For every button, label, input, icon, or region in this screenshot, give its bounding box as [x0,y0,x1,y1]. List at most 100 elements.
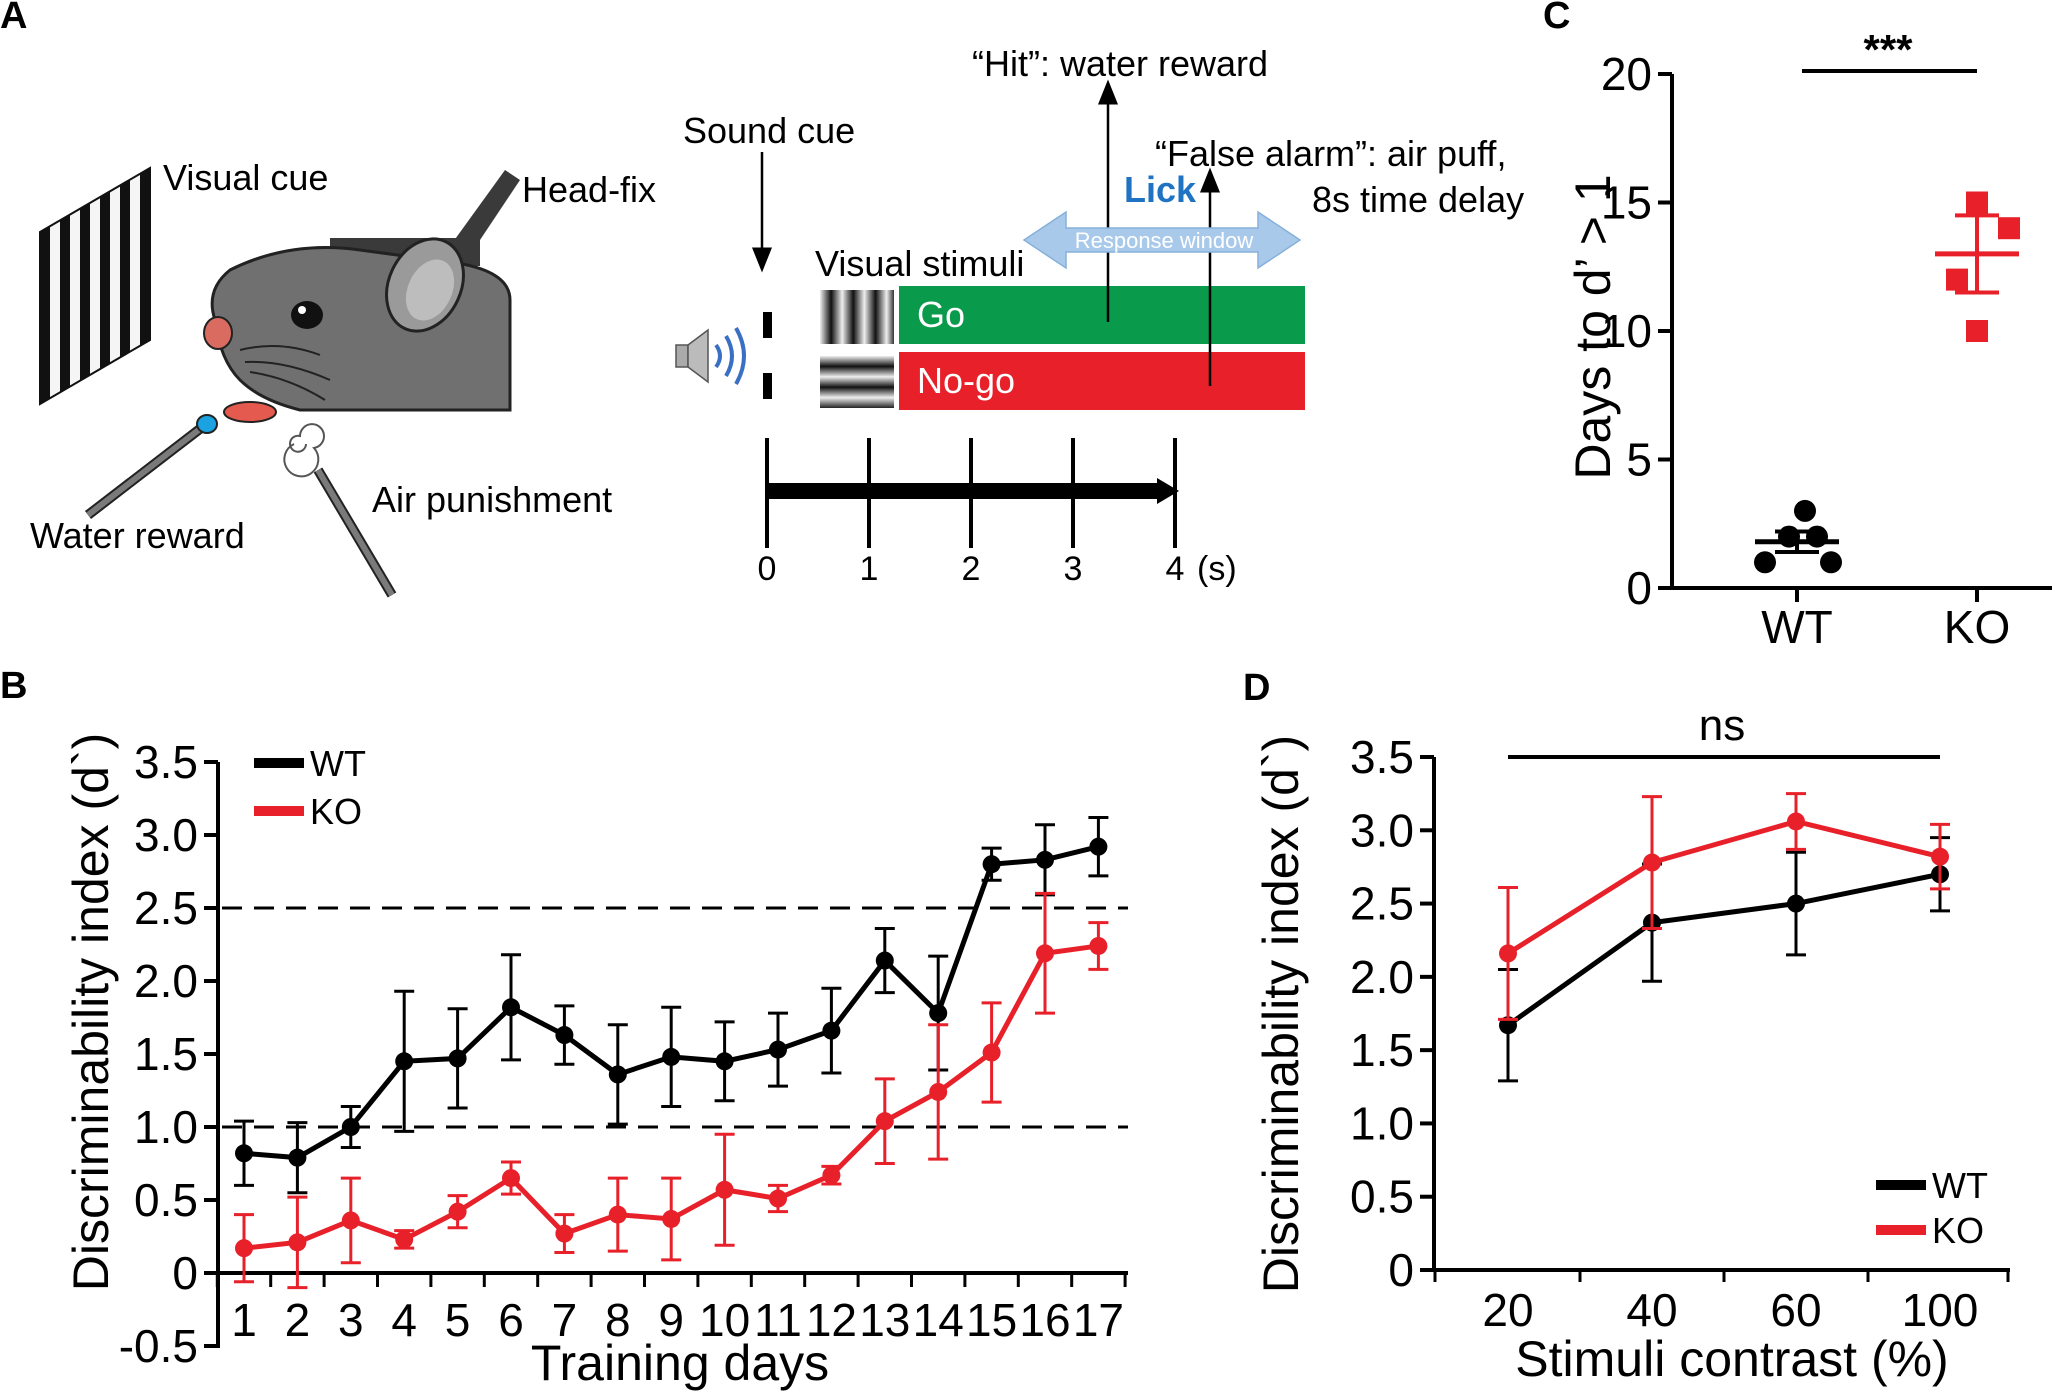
timeline-tick-label: 4 [1166,550,1185,588]
panel-c: C 0 5 10 15 20 WT KO Days to d’ > 1 *** [1543,0,2052,653]
chart-d-wt-line [1506,871,1941,1028]
chart-b-wt-point [1036,850,1054,869]
chart-b-ytick-label: -0.5 [119,1320,198,1372]
chart-b-xtick-label: 1 [231,1294,257,1346]
nogo-bar [899,352,1305,410]
chart-d-xtick-label: 100 [1902,1284,1979,1336]
chart-b: -0.500.51.01.52.02.53.03.51 2 3 4 5 6 7 8 9 10 11 1… [119,736,1128,1372]
chart-b-xtick-label: 11 [754,1294,802,1346]
chart-b-wt-point [769,1040,787,1059]
air-punishment-label: Air punishment [372,479,612,520]
sound-pulse-1 [763,312,772,338]
legend-b-wt-swatch [254,758,304,768]
chart-b-wt-point [875,951,894,970]
water-spout-icon [84,414,218,519]
chart-d-ytick-label: 0 [1388,1244,1414,1296]
chart-b-wt-point [929,1004,948,1023]
timeline-tick-label: 0 [758,550,777,588]
speaker-icon [675,327,746,385]
chart-c-ylabel: Days to d’ > 1 [1565,174,1621,479]
chart-b-wt-point [235,1144,253,1163]
chart-b-ko-point [1036,944,1054,963]
chart-c-ko-point [1966,191,1988,214]
chart-b-ko-point [395,1230,414,1249]
chart-b-ko-point [982,1043,1001,1062]
chart-b-ko-point [555,1224,574,1243]
chart-b-ko-point [1089,936,1108,955]
chart-b-ytick-label: 1.0 [134,1101,198,1153]
chart-b-ko-point [769,1189,787,1208]
chart-d-ytick-label: 1.5 [1350,1024,1414,1076]
chart-b-wt-point [608,1065,627,1084]
panel-label-a: A [0,0,27,37]
hit-label: “Hit”: water reward [972,43,1268,84]
chart-b-ko-point [235,1239,253,1258]
chart-b-wt-point [715,1052,734,1071]
panel-d: D 0 0.5 1.0 1.5 2.0 2.5 3.0 3.5 20 40 60 100 Stimul… [1243,667,2010,1387]
go-bar [899,286,1305,344]
chart-b-wt-point [341,1118,360,1136]
chart-b-ko-point [608,1205,627,1224]
chart-d-ytick-label: 3.0 [1350,804,1414,856]
chart-c-ytick-label: 20 [1601,48,1652,100]
lick-label: Lick [1124,169,1197,210]
chart-b-ko-point [662,1209,681,1228]
chart-d-ko-line [1506,818,1941,956]
chart-b-ko-point [288,1233,307,1252]
chart-b-ko-point [448,1202,467,1221]
chart-b-wt-point [502,998,520,1017]
chart-b-wt-point [1089,837,1108,856]
nogo-grating-icon [820,356,894,408]
air-puff-tube-icon [283,423,397,598]
sound-cue-label: Sound cue [683,110,855,151]
chart-b-wt-point [822,1021,841,1040]
chart-c: 0 5 10 15 20 WT KO [1601,48,2052,653]
chart-b-ytick-label: 2.5 [134,882,198,934]
chart-b-xtick-label: 15 [966,1294,1017,1346]
chart-b-ylabel: Discriminability index (d`) [63,733,119,1291]
chart-b-xtick-label: 8 [605,1294,631,1346]
panel-b: B -0.500.51.01.52.02.53.03.51 2 3 4 5 6 7 8 9 10 1… [0,665,1128,1391]
chart-c-xtick-label: WT [1761,601,1833,653]
chart-b-xlabel: Training days [531,1335,829,1391]
chart-d: 0 0.5 1.0 1.5 2.0 2.5 3.0 3.5 20 40 60 100 [1350,731,2010,1336]
panel-label-d: D [1243,667,1270,709]
chart-b-xtick-label: 3 [338,1294,364,1346]
timeline-arrowhead [1157,478,1179,504]
timeline-unit: (s) [1197,550,1237,588]
chart-c-ytick-label: 5 [1626,434,1652,486]
visual-cue-grating-icon [39,166,151,406]
chart-d-ylabel: Discriminability index (d`) [1253,735,1309,1293]
chart-b-ytick-label: 2.0 [134,955,198,1007]
chart-c-wt-point [1778,525,1800,548]
chart-c-wt-point [1820,551,1842,574]
chart-b-ko-point [822,1166,841,1185]
legend-d-wt: WT [1932,1165,1988,1206]
chart-d-xtick-label: 20 [1482,1284,1533,1336]
chart-b-xtick-label: 7 [552,1294,578,1346]
go-grating-icon [820,290,894,344]
chart-c-xtick-label: KO [1944,601,2010,653]
chart-b-ko-point [875,1112,894,1131]
chart-c-ytick-label: 0 [1626,562,1652,614]
false-alarm-label-2: 8s time delay [1312,179,1524,220]
chart-c-significance: *** [1863,26,1913,73]
go-label: Go [917,294,965,335]
chart-b-xtick-label: 9 [658,1294,684,1346]
chart-c-wt-point [1806,525,1828,548]
chart-b-xtick-label: 14 [913,1294,964,1346]
chart-b-xtick-label: 13 [859,1294,910,1346]
chart-b-wt-point [555,1026,574,1045]
chart-c-ytick-label: 15 [1601,177,1652,229]
chart-c-ko-point [1946,268,1968,291]
legend-d-ko: KO [1932,1210,1984,1251]
timeline-tick-label: 3 [1064,550,1083,588]
chart-b-ko-point [929,1082,948,1101]
chart-c-ytick-label: 10 [1601,305,1652,357]
chart-b-ko-point [715,1180,734,1199]
timeline-tick-label: 2 [962,550,981,588]
timeline-tick-label: 1 [860,550,879,588]
legend-d-ko-swatch [1876,1225,1926,1235]
chart-d-ko-point [1643,853,1661,872]
timeline: 0 1 2 3 4 (s) [758,438,1237,588]
